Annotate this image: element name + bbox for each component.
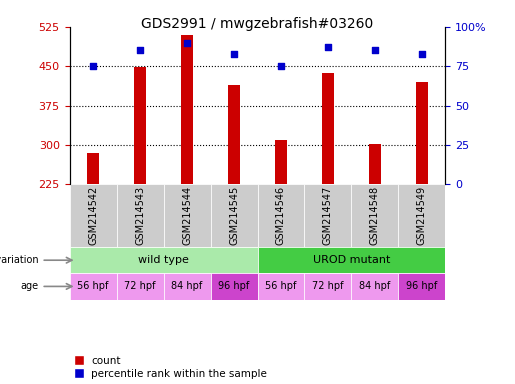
Text: wild type: wild type (138, 255, 189, 265)
Bar (116, 184, 164, 247)
Bar (70, 273, 116, 300)
Text: GDS2991 / mwgzebrafish#03260: GDS2991 / mwgzebrafish#03260 (142, 17, 373, 31)
Text: GSM214543: GSM214543 (135, 186, 145, 245)
Text: GSM214542: GSM214542 (88, 186, 98, 245)
Text: GSM214549: GSM214549 (417, 186, 427, 245)
Text: GSM214547: GSM214547 (323, 186, 333, 245)
Bar (70, 247, 258, 273)
Bar (399, 184, 445, 247)
Bar (258, 247, 445, 273)
Bar (352, 273, 399, 300)
Text: 84 hpf: 84 hpf (171, 281, 202, 291)
Bar (258, 184, 304, 247)
Bar (70, 184, 116, 247)
Bar (369, 144, 381, 184)
Bar (416, 82, 428, 184)
Bar (211, 273, 258, 300)
Text: UROD mutant: UROD mutant (313, 255, 390, 265)
Bar (228, 84, 240, 184)
Bar (211, 184, 258, 247)
Text: age: age (21, 281, 39, 291)
Text: 72 hpf: 72 hpf (124, 281, 156, 291)
Text: GSM214545: GSM214545 (229, 186, 239, 245)
Bar (181, 35, 193, 184)
Bar (134, 67, 146, 184)
Text: 56 hpf: 56 hpf (265, 281, 297, 291)
Point (371, 47, 379, 53)
Point (418, 51, 426, 57)
Bar (304, 184, 352, 247)
Text: 96 hpf: 96 hpf (406, 281, 438, 291)
Point (230, 51, 238, 57)
Text: 56 hpf: 56 hpf (77, 281, 109, 291)
Text: 96 hpf: 96 hpf (218, 281, 250, 291)
Point (324, 44, 332, 50)
Text: genotype/variation: genotype/variation (0, 255, 39, 265)
Text: 84 hpf: 84 hpf (359, 281, 390, 291)
Bar (164, 184, 211, 247)
Text: GSM214544: GSM214544 (182, 186, 192, 245)
Legend: count, percentile rank within the sample: count, percentile rank within the sample (75, 356, 267, 379)
Bar (399, 273, 445, 300)
Bar (87, 153, 99, 184)
Point (136, 47, 144, 53)
Point (183, 40, 191, 46)
Bar (164, 273, 211, 300)
Text: GSM214548: GSM214548 (370, 186, 380, 245)
Bar (258, 273, 304, 300)
Bar (116, 273, 164, 300)
Bar (322, 73, 334, 184)
Text: 72 hpf: 72 hpf (312, 281, 344, 291)
Bar (352, 184, 399, 247)
Point (89, 63, 97, 69)
Bar (275, 140, 287, 184)
Text: GSM214546: GSM214546 (276, 186, 286, 245)
Bar (304, 273, 352, 300)
Point (277, 63, 285, 69)
